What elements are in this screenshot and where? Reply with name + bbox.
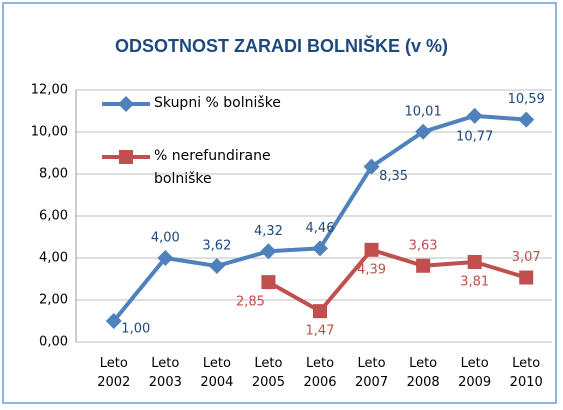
x-tick-label: Leto 2004: [200, 356, 234, 390]
data-label: 10,01: [405, 104, 442, 119]
data-label: 1,47: [306, 324, 335, 339]
data-label: 4,39: [357, 262, 386, 277]
marker: [118, 96, 134, 112]
data-label: 3,63: [409, 238, 438, 253]
data-label: 8,35: [379, 169, 408, 184]
series-line: [267, 247, 527, 314]
x-tick-label: Leto 2007: [355, 356, 389, 390]
marker: [466, 107, 483, 124]
data-label: 2,85: [236, 295, 265, 310]
marker: [364, 242, 379, 257]
x-tick-label: Leto 2009: [458, 356, 492, 390]
legend-label: % nerefundirane bolniške: [154, 148, 271, 187]
x-tick-label: Leto 2010: [509, 356, 543, 390]
data-label: 10,59: [508, 92, 545, 107]
y-tick-label: 8,00: [39, 167, 68, 182]
chart-title: ODSOTNOST ZARADI BOLNIŠKE (v %): [114, 36, 448, 56]
y-tick-label: 6,00: [39, 209, 68, 224]
data-label: 3,81: [460, 274, 489, 289]
marker: [313, 304, 327, 319]
legend-label: Skupni % bolniške: [154, 95, 281, 111]
data-label: 4,00: [151, 231, 180, 246]
marker: [363, 158, 380, 175]
marker: [119, 150, 133, 164]
data-label: 4,46: [306, 221, 335, 236]
data-label: 4,32: [254, 224, 283, 239]
x-tick-label: Leto 2002: [97, 356, 131, 390]
marker: [260, 243, 277, 260]
marker: [157, 250, 174, 266]
y-tick-label: 12,00: [31, 83, 68, 98]
data-label: 3,07: [512, 250, 541, 265]
y-tick-label: 4,00: [39, 251, 68, 266]
marker: [261, 275, 276, 290]
marker: [519, 270, 534, 285]
x-tick-label: Leto 2003: [148, 356, 182, 390]
marker: [208, 257, 225, 274]
chart-frame: [2, 2, 557, 404]
marker: [518, 111, 535, 128]
x-tick-label: Leto 2006: [303, 356, 337, 390]
y-tick-label: 2,00: [39, 293, 68, 308]
data-label: 1,00: [121, 322, 150, 337]
data-label: 3,62: [202, 238, 231, 253]
x-tick-label: Leto 2005: [251, 356, 285, 390]
y-tick-label: 10,00: [31, 125, 68, 140]
data-label: 10,77: [456, 129, 493, 144]
marker: [312, 240, 328, 257]
marker: [415, 123, 432, 140]
y-tick-label: 0,00: [39, 335, 68, 350]
x-tick-label: Leto 2008: [406, 356, 440, 390]
marker: [105, 313, 122, 329]
marker: [416, 258, 431, 273]
marker: [467, 254, 482, 269]
